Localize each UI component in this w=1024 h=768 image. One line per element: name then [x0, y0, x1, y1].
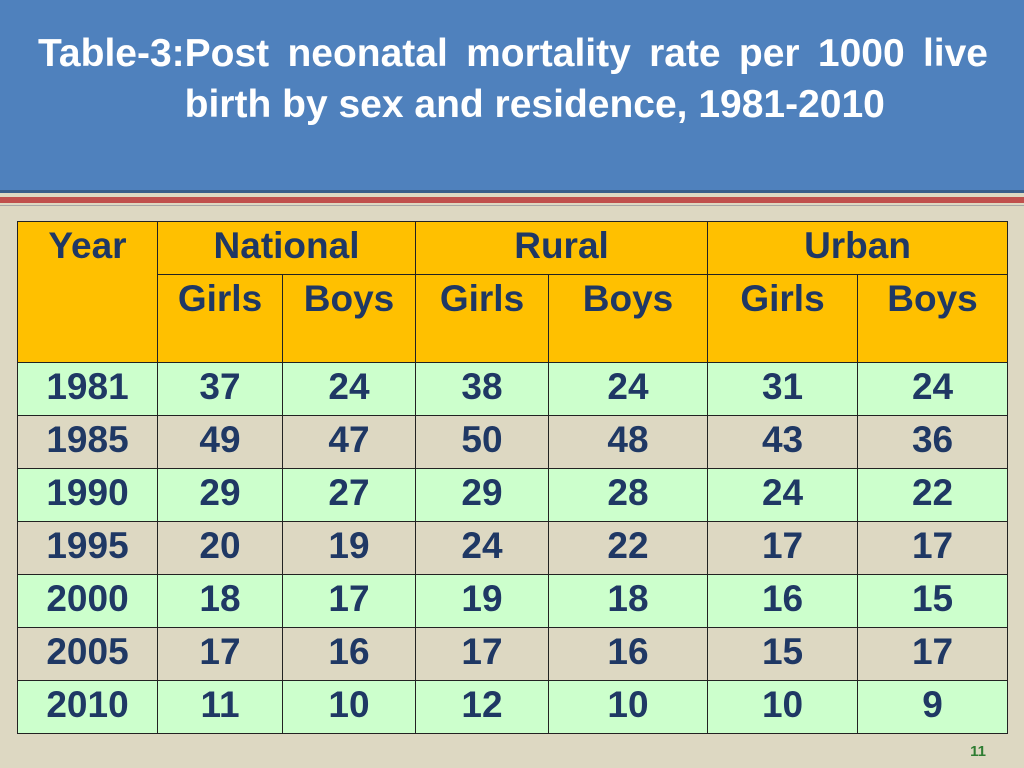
mortality-table: Year National Rural Urban Girls Boys Gir… — [17, 221, 1009, 734]
cell-rural-girls: 38 — [415, 362, 549, 416]
cell-urban-boys: 17 — [857, 521, 1009, 575]
table-row: 1981 37 24 38 24 31 24 — [17, 362, 1009, 416]
cell-national-boys: 17 — [282, 574, 416, 628]
subheader-urban-girls: Girls — [707, 274, 859, 363]
cell-urban-boys: 36 — [857, 415, 1009, 469]
cell-urban-boys: 17 — [857, 627, 1009, 681]
cell-national-girls: 18 — [157, 574, 283, 628]
cell-national-boys: 10 — [282, 680, 416, 734]
cell-urban-boys: 22 — [857, 468, 1009, 522]
year-cell: 1990 — [17, 468, 158, 522]
cell-national-boys: 24 — [282, 362, 416, 416]
subheader-rural-boys: Boys — [547, 274, 709, 363]
cell-urban-boys: 9 — [857, 680, 1009, 734]
title-banner: Table-3: Post neonatal mortality rate pe… — [0, 0, 1024, 193]
table-row: 1990 29 27 29 28 24 22 — [17, 468, 1009, 522]
cell-urban-girls: 16 — [707, 574, 859, 628]
table-row: 2000 18 17 19 18 16 15 — [17, 574, 1009, 628]
cell-national-boys: 27 — [282, 468, 416, 522]
cell-national-boys: 19 — [282, 521, 416, 575]
year-cell: 1995 — [17, 521, 158, 575]
page-number: 11 — [970, 743, 986, 760]
cell-rural-boys: 28 — [547, 468, 709, 522]
table-row: 2005 17 16 17 16 15 17 — [17, 627, 1009, 681]
subheader-national-boys: Boys — [282, 274, 416, 363]
subheader-urban-boys: Boys — [857, 274, 1009, 363]
divider-line — [0, 205, 1024, 206]
cell-rural-girls: 24 — [415, 521, 549, 575]
title-prefix: Table-3: — [38, 32, 185, 75]
cell-rural-girls: 17 — [415, 627, 549, 681]
cell-urban-girls: 43 — [707, 415, 859, 469]
slide-title: Table-3: Post neonatal mortality rate pe… — [38, 28, 988, 130]
cell-national-girls: 29 — [157, 468, 283, 522]
table-header-row: Year National Rural Urban — [17, 221, 1009, 363]
cell-urban-girls: 17 — [707, 521, 859, 575]
table-row: 1985 49 47 50 48 43 36 — [17, 415, 1009, 469]
group-header-urban: Urban — [707, 221, 1009, 275]
title-text: Post neonatal mortality rate per 1000 li… — [184, 32, 988, 126]
cell-urban-boys: 24 — [857, 362, 1009, 416]
cell-national-girls: 49 — [157, 415, 283, 469]
cell-rural-girls: 29 — [415, 468, 549, 522]
cell-urban-girls: 31 — [707, 362, 859, 416]
cell-national-girls: 11 — [157, 680, 283, 734]
cell-urban-boys: 15 — [857, 574, 1009, 628]
cell-rural-boys: 16 — [547, 627, 709, 681]
group-header-national: National — [157, 221, 416, 275]
cell-rural-boys: 18 — [547, 574, 709, 628]
cell-rural-boys: 24 — [547, 362, 709, 416]
year-cell: 1981 — [17, 362, 158, 416]
year-header: Year — [17, 221, 158, 363]
table-row: 1995 20 19 24 22 17 17 — [17, 521, 1009, 575]
cell-national-girls: 37 — [157, 362, 283, 416]
subheader-rural-girls: Girls — [415, 274, 549, 363]
cell-rural-boys: 10 — [547, 680, 709, 734]
table-row: 2010 11 10 12 10 10 9 — [17, 680, 1009, 734]
cell-rural-girls: 19 — [415, 574, 549, 628]
cell-rural-girls: 12 — [415, 680, 549, 734]
cell-national-boys: 47 — [282, 415, 416, 469]
year-cell: 2005 — [17, 627, 158, 681]
group-header-rural: Rural — [414, 221, 709, 275]
cell-urban-girls: 24 — [707, 468, 859, 522]
cell-national-girls: 17 — [157, 627, 283, 681]
accent-stripe — [0, 197, 1024, 203]
cell-urban-girls: 10 — [707, 680, 859, 734]
cell-national-boys: 16 — [282, 627, 416, 681]
subheader-national-girls: Girls — [157, 274, 283, 363]
cell-urban-girls: 15 — [707, 627, 859, 681]
year-cell: 1985 — [17, 415, 158, 469]
cell-national-girls: 20 — [157, 521, 283, 575]
cell-rural-boys: 22 — [547, 521, 709, 575]
year-cell: 2000 — [17, 574, 158, 628]
table-subheader-row: Girls Boys Girls Boys Girls Boys — [18, 274, 1009, 363]
cell-rural-boys: 48 — [547, 415, 709, 469]
year-cell: 2010 — [17, 680, 158, 734]
cell-rural-girls: 50 — [415, 415, 549, 469]
